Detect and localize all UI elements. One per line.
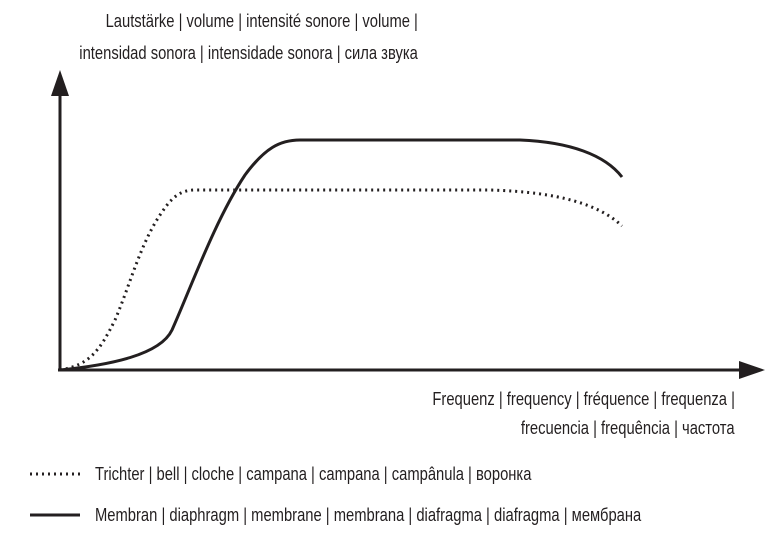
- x-axis-label-line2: frecuencia | frequência | частота: [521, 418, 735, 438]
- y-axis-label-line1: Lautstärke | volume | intensité sonore |…: [105, 11, 418, 31]
- legend-label-bell: Trichter | bell | cloche | campana | cam…: [95, 464, 532, 484]
- x-axis-arrow-icon: [739, 361, 765, 379]
- y-axis-label-line2: intensidad sonora | intensidade sonora |…: [79, 43, 418, 63]
- diaphragm-curve: [59, 138, 624, 372]
- y-axis-arrow-icon: [51, 70, 69, 96]
- bell-curve: [59, 188, 624, 372]
- legend-label-diaphragm: Membran | diaphragm | membrane | membran…: [95, 505, 642, 525]
- x-axis-label-line1: Frequenz | frequency | fréquence | frequ…: [432, 389, 735, 409]
